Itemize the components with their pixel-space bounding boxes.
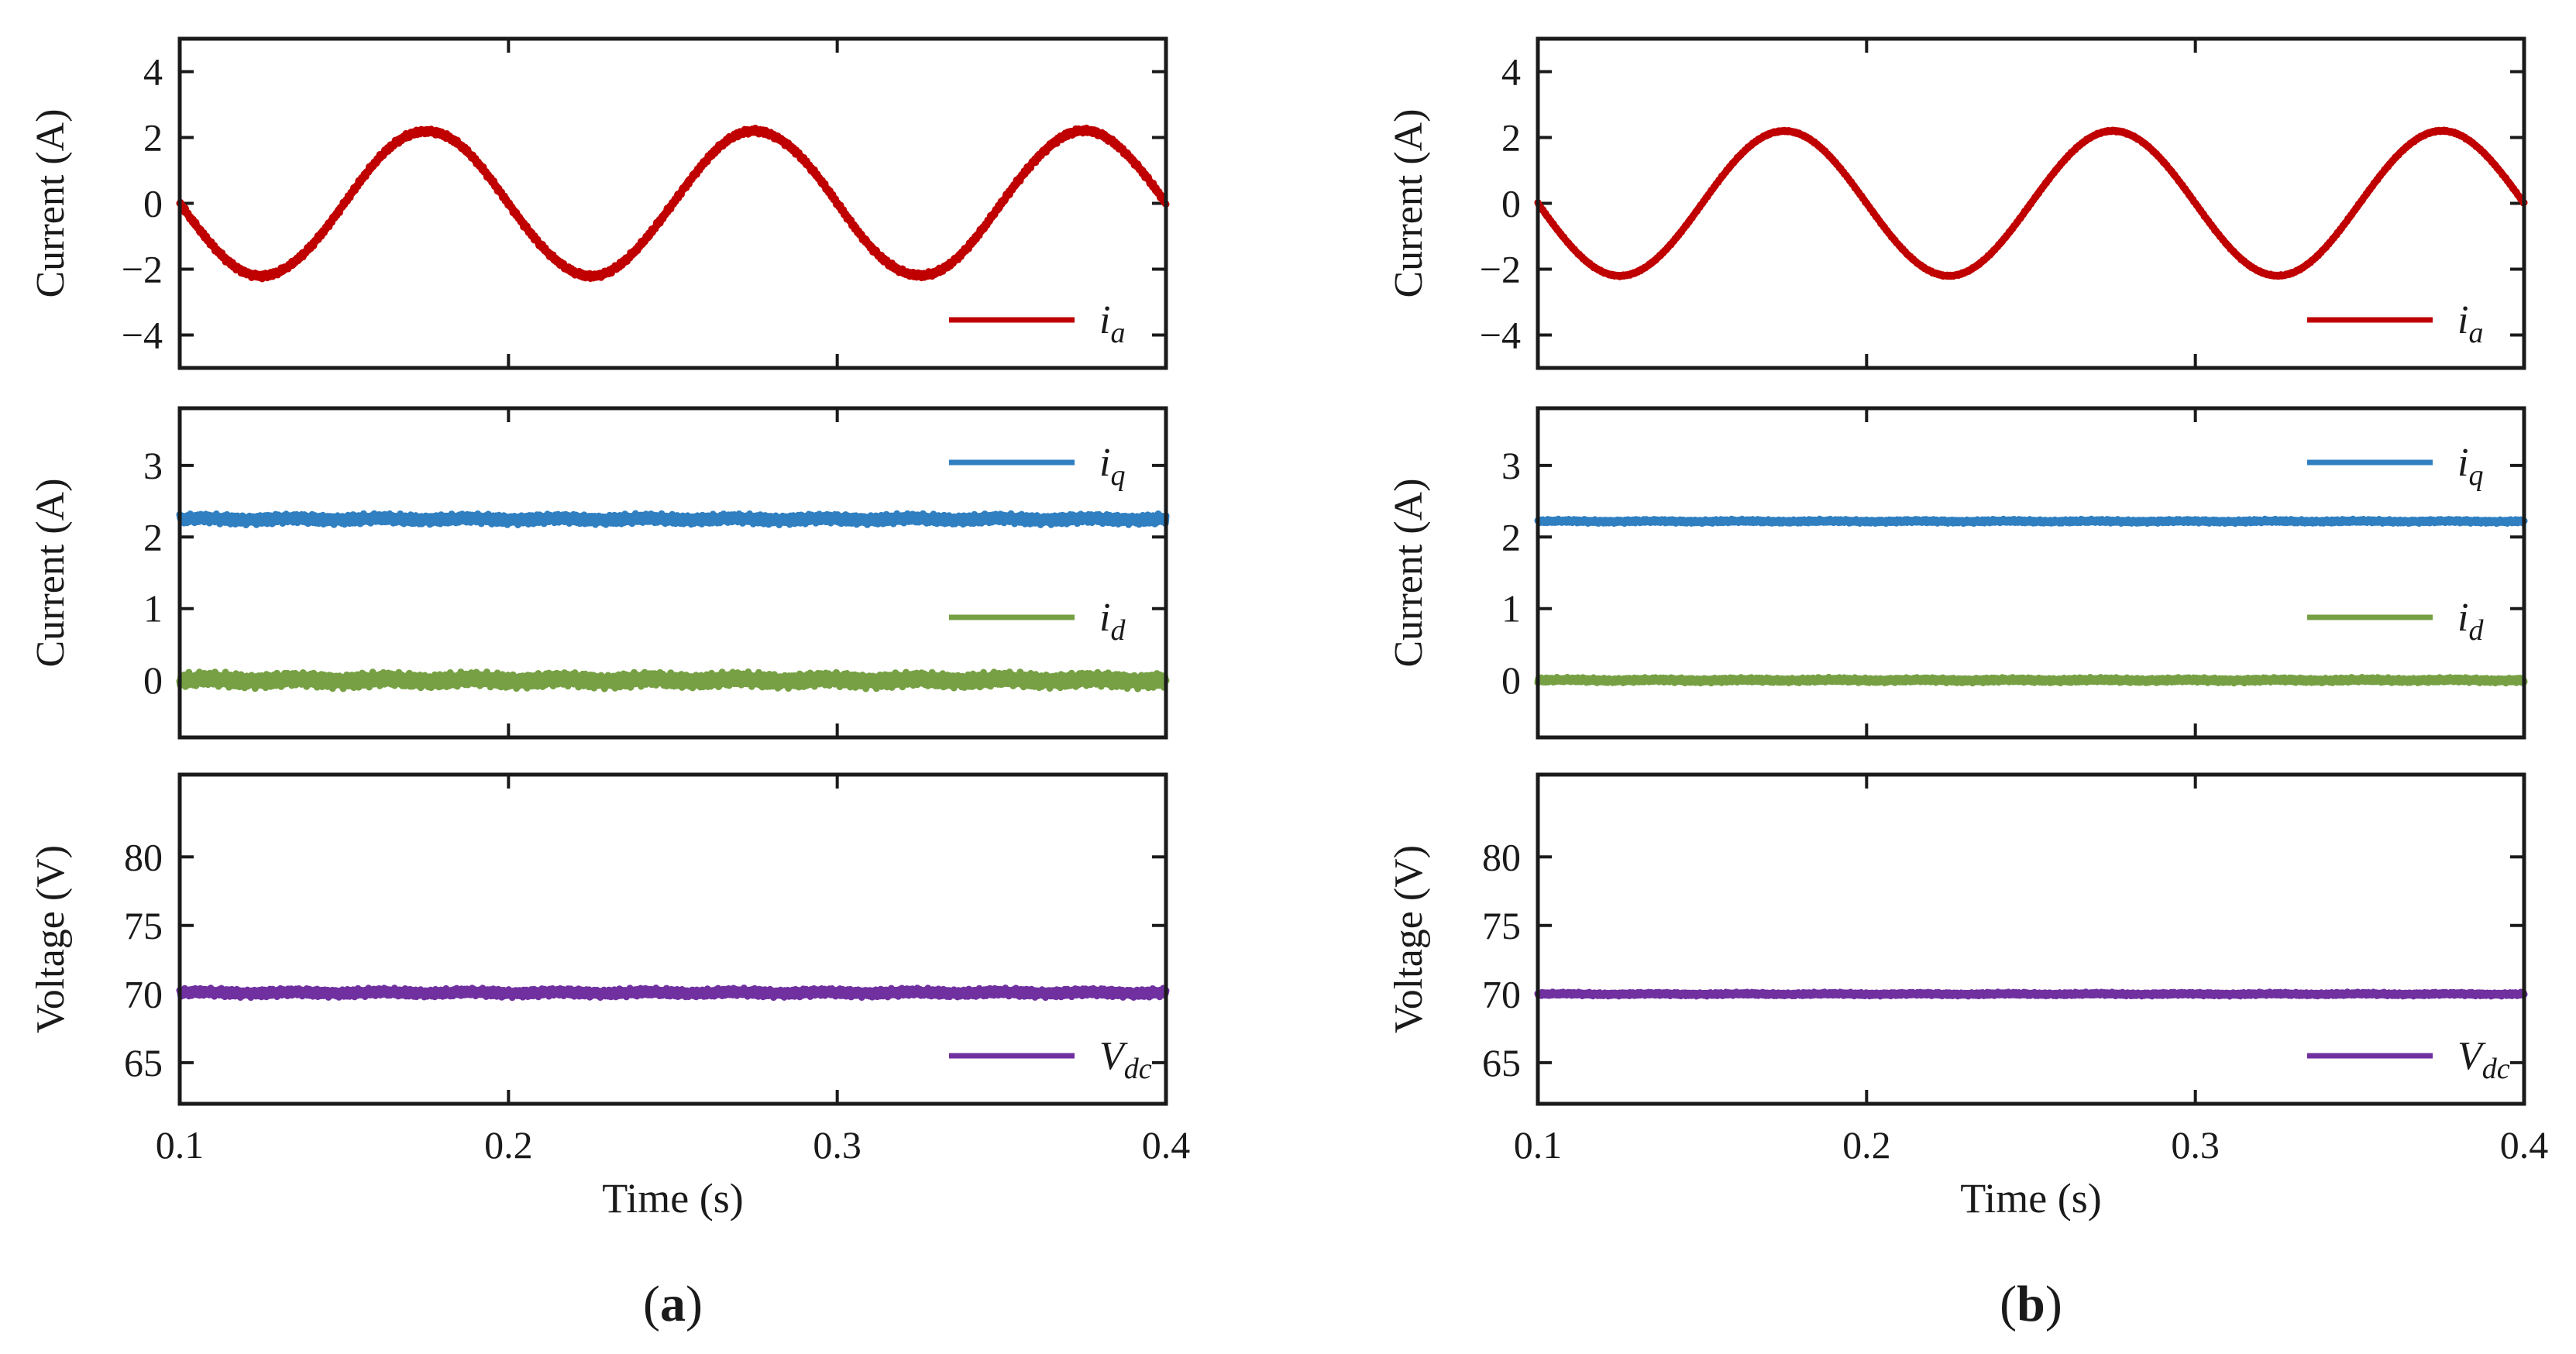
y-axis-label: Voltage (V) <box>1387 845 1431 1033</box>
panel-a-1: 4 2 0 −2 −4 Current (A) ia <box>29 36 1170 370</box>
panel-frame <box>177 772 1168 1106</box>
x-tick-label: 0.3 <box>813 1123 862 1167</box>
y-tick-label: 0 <box>143 182 163 225</box>
x-axis-label: Time (s) <box>1960 1175 2102 1222</box>
caption-part: ( <box>2000 1276 2017 1332</box>
legend-label-ia: ia <box>2457 298 2483 349</box>
series-iq-line <box>1534 515 2528 528</box>
series-Vdc-line <box>176 985 1170 1002</box>
legend-label-id: id <box>2457 596 2484 647</box>
y-tick-label: 1 <box>1501 587 1521 631</box>
x-tick-label: 0.2 <box>484 1123 533 1167</box>
y-tick-label: 3 <box>143 444 163 487</box>
y-tick-label: 80 <box>124 835 163 878</box>
caption-part: a <box>660 1276 686 1332</box>
y-axis-label: Voltage (V) <box>29 845 73 1033</box>
x-tick-label: 0.4 <box>2500 1123 2549 1167</box>
legend-label-Vdc: Vdc <box>1099 1034 1152 1085</box>
panel-frame <box>1536 772 2526 1106</box>
y-tick-label: 70 <box>124 972 163 1016</box>
legend-subscript: q <box>2468 459 2483 492</box>
panel-frame <box>177 406 1168 740</box>
legend-subscript: dc <box>2482 1053 2510 1085</box>
panel-frame <box>177 36 1168 370</box>
legend-symbol: V <box>1099 1034 1128 1078</box>
y-tick-label: 0 <box>1501 658 1521 702</box>
y-tick-label: 2 <box>1501 515 1521 558</box>
x-axis-label: Time (s) <box>602 1175 744 1222</box>
panel-frame <box>1536 36 2526 370</box>
y-tick-label: −2 <box>122 248 163 291</box>
y-tick-label: 4 <box>1501 50 1521 94</box>
legend-symbol: V <box>2457 1034 2486 1078</box>
legend-symbol: i <box>1099 596 1110 640</box>
y-tick-label: −4 <box>122 314 163 357</box>
y-tick-label: 2 <box>143 515 163 558</box>
y-axis-label: Current (A) <box>1387 108 1431 297</box>
panel-b-3: 80 75 70 65 Voltage (V) Vdc <box>1387 772 2528 1106</box>
legend-subscript: d <box>2468 614 2484 647</box>
x-tick-label: 0.2 <box>1842 1123 1891 1167</box>
y-tick-label: 1 <box>143 587 163 631</box>
x-tick-label: 0.1 <box>1514 1123 1563 1167</box>
y-tick-label: 70 <box>1482 972 1521 1016</box>
y-tick-label: −2 <box>1480 248 1521 291</box>
legend-label-Vdc: Vdc <box>2457 1034 2510 1085</box>
series-iq-line <box>176 510 1170 528</box>
panel-frame <box>1536 406 2526 740</box>
y-tick-label: −4 <box>1480 314 1521 357</box>
panel-a-3: 80 75 70 65 Voltage (V) Vdc <box>29 772 1170 1106</box>
caption-part: ( <box>643 1276 660 1332</box>
legend-subscript: dc <box>1124 1053 1152 1085</box>
legend-symbol: i <box>1099 441 1110 485</box>
legend-subscript: a <box>2468 317 2483 349</box>
y-tick-label: 0 <box>1501 182 1521 225</box>
legend-subscript: q <box>1110 459 1125 492</box>
panel-b-1: 4 2 0 −2 −4 Current (A) ia <box>1387 36 2528 370</box>
y-tick-label: 75 <box>124 904 163 947</box>
y-tick-label: 65 <box>1482 1041 1521 1084</box>
legend-symbol: i <box>2457 441 2468 485</box>
series-id-line <box>176 668 1170 692</box>
y-axis-label: Current (A) <box>1387 478 1431 667</box>
y-tick-label: 2 <box>1501 116 1521 160</box>
x-tick-label: 0.4 <box>1142 1123 1191 1167</box>
series-ia-line <box>176 124 1170 283</box>
y-axis-label: Current (A) <box>29 108 73 297</box>
legend-label-ia: ia <box>1099 298 1125 349</box>
legend-symbol: i <box>1099 298 1110 342</box>
legend-label-id: id <box>1099 596 1126 647</box>
x-tick-label: 0.3 <box>2171 1123 2220 1167</box>
y-tick-label: 3 <box>1501 444 1521 487</box>
caption-part: ) <box>2045 1276 2062 1332</box>
legend-symbol: i <box>2457 298 2468 342</box>
y-tick-label: 0 <box>143 658 163 702</box>
legend-label-iq: iq <box>2457 441 2483 492</box>
x-tick-label: 0.1 <box>156 1123 205 1167</box>
series-ia-line <box>1534 126 2528 280</box>
y-tick-label: 75 <box>1482 904 1521 947</box>
legend-symbol: i <box>2457 596 2468 640</box>
legend-label-iq: iq <box>1099 441 1125 492</box>
subfigure-caption: (b) <box>2000 1276 2062 1332</box>
series-Vdc-line <box>1534 988 2528 1000</box>
series-id-line <box>1534 673 2528 687</box>
caption-part: b <box>2017 1276 2045 1332</box>
y-tick-label: 65 <box>124 1041 163 1084</box>
subfigure-caption: (a) <box>643 1276 703 1332</box>
y-axis-label: Current (A) <box>29 478 73 667</box>
y-tick-label: 2 <box>143 116 163 160</box>
y-tick-label: 80 <box>1482 835 1521 878</box>
legend-subscript: a <box>1110 317 1125 349</box>
caption-part: ) <box>686 1276 703 1332</box>
legend-subscript: d <box>1110 614 1126 647</box>
y-tick-label: 4 <box>143 50 163 94</box>
